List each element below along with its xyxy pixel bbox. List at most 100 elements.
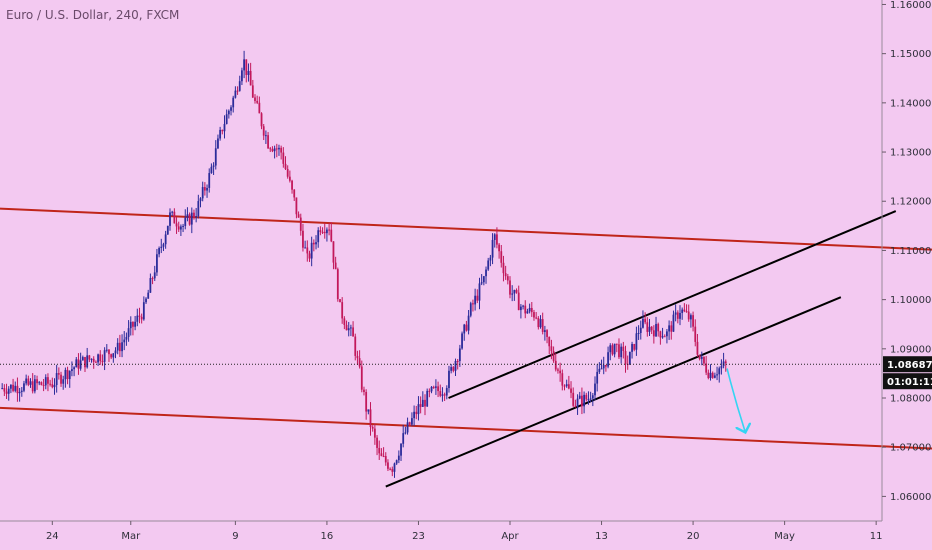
candle-body (25, 378, 28, 384)
candle-body (175, 223, 178, 227)
candle-body (639, 327, 642, 333)
candle-body (138, 315, 141, 317)
candle-body (62, 379, 65, 384)
candle-body (173, 211, 176, 224)
candle-body (92, 358, 95, 362)
candle-body (430, 386, 433, 392)
candle-body (448, 370, 450, 389)
candle-body (598, 368, 601, 372)
candle-body (472, 303, 474, 305)
price-tick-label: 1.15000 (890, 49, 931, 60)
candle-body (317, 230, 320, 243)
candle-body (517, 292, 520, 311)
lower-trendline (385, 296, 842, 488)
candle-body (635, 333, 638, 350)
price-tick-label: 1.08000 (890, 394, 931, 405)
candle-body (193, 212, 195, 217)
candle-body (607, 352, 609, 367)
candle-body (465, 324, 468, 331)
candle-body (596, 371, 599, 384)
candle-body (415, 411, 418, 415)
countdown-label: 01:01:11 (887, 377, 932, 388)
candle-body (587, 399, 590, 401)
last-price-badge (883, 356, 932, 373)
candle-body (493, 234, 496, 240)
candle-body (389, 468, 392, 470)
candle-body (190, 212, 193, 225)
candle-body (522, 305, 524, 307)
candle-body (44, 377, 47, 386)
candle-body (86, 355, 89, 368)
candle-body (698, 354, 701, 359)
candle-body (238, 81, 241, 91)
candle-body (162, 244, 165, 247)
candle-body (31, 381, 34, 392)
candle-body (633, 344, 636, 350)
candle-body (256, 100, 259, 103)
candle-body (530, 307, 533, 313)
candle-body (326, 229, 328, 234)
candle-body (552, 351, 555, 361)
candle-body (23, 383, 25, 391)
candle-body (705, 363, 708, 373)
candle-body (469, 303, 472, 316)
candle-body (631, 344, 633, 352)
candle-body (624, 350, 627, 364)
candle-body (437, 386, 439, 392)
candle-body (524, 305, 527, 314)
time-tick-label: Mar (121, 531, 141, 542)
candle-body (345, 324, 348, 331)
candle-body (42, 385, 45, 387)
candle-body (528, 307, 531, 312)
candle-body (81, 357, 84, 361)
candle-body (291, 180, 293, 190)
candle-body (201, 187, 204, 199)
candle-body (49, 383, 52, 385)
price-axis[interactable]: 1.16000 1.15000 1.14000 1.13000 1.12000 1.110… (881, 0, 931, 521)
candle-body (103, 350, 106, 362)
candle-body (214, 148, 217, 166)
candle-body (609, 345, 612, 353)
candle-body (615, 343, 618, 345)
candle-body (354, 336, 357, 356)
candle-body (1, 388, 4, 390)
candle-body (3, 388, 6, 392)
candle-body (158, 248, 161, 255)
candle-body (450, 367, 453, 371)
candle-body (227, 110, 230, 115)
candle-body (685, 311, 688, 313)
candle-body (134, 321, 137, 327)
candle-body (110, 354, 113, 358)
candle-body (33, 379, 36, 392)
candle-body (249, 70, 252, 86)
candle-body (439, 391, 442, 396)
candle-body (282, 152, 285, 164)
candle-body (419, 404, 422, 407)
candle-body (400, 443, 402, 456)
candle-body (273, 148, 276, 152)
candle-body (672, 314, 675, 332)
candle-body (27, 378, 30, 385)
time-axis[interactable]: 24Mar91623Apr1320May1118 (0, 520, 932, 542)
candle-body (594, 383, 596, 396)
candle-body (147, 292, 150, 299)
candle-body (336, 269, 339, 300)
price-tick-label: 1.06000 (890, 492, 931, 503)
candle-body (709, 372, 712, 379)
candle-body (668, 325, 671, 332)
candle-body (127, 328, 130, 337)
candle-body (280, 147, 283, 153)
candle-body (369, 409, 372, 427)
candle-body (73, 367, 76, 370)
candle-body (474, 295, 477, 305)
candle-body (14, 385, 17, 391)
candle-body (295, 197, 298, 215)
candle-body (655, 323, 657, 337)
candle-body (343, 318, 346, 325)
candle-body (271, 149, 274, 152)
candle-body (90, 358, 93, 360)
candle-body (694, 326, 697, 342)
candle-body (428, 390, 431, 392)
